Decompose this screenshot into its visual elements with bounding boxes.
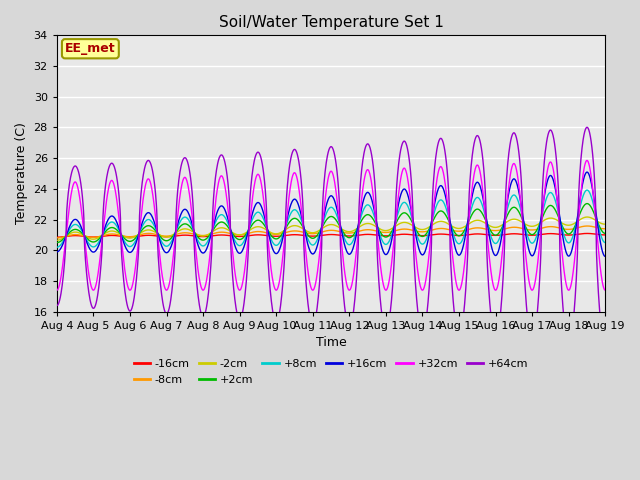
- -16cm: [416, 233, 424, 239]
- -8cm: [488, 228, 495, 233]
- -2cm: [536, 220, 544, 226]
- +2cm: [175, 225, 182, 231]
- +8cm: [53, 244, 61, 250]
- +8cm: [488, 236, 495, 241]
- Line: -2cm: -2cm: [57, 217, 605, 240]
- +32cm: [53, 288, 61, 293]
- +32cm: [162, 287, 170, 292]
- +2cm: [488, 229, 495, 235]
- +2cm: [416, 233, 424, 239]
- -8cm: [416, 229, 424, 235]
- -16cm: [236, 234, 244, 240]
- Title: Soil/Water Temperature Set 1: Soil/Water Temperature Set 1: [219, 15, 444, 30]
- +64cm: [175, 178, 182, 183]
- -16cm: [602, 232, 609, 238]
- +64cm: [416, 324, 424, 330]
- -2cm: [602, 221, 609, 227]
- +16cm: [162, 250, 170, 255]
- Text: EE_met: EE_met: [65, 42, 116, 55]
- Legend: -16cm, -8cm, -2cm, +2cm, +8cm, +16cm, +32cm, +64cm: -16cm, -8cm, -2cm, +2cm, +8cm, +16cm, +3…: [129, 355, 532, 389]
- +2cm: [53, 240, 61, 245]
- -8cm: [602, 226, 609, 232]
- +8cm: [236, 243, 244, 249]
- -16cm: [536, 232, 544, 238]
- Line: +32cm: +32cm: [57, 160, 605, 290]
- +32cm: [175, 202, 182, 208]
- Line: +64cm: +64cm: [57, 127, 605, 347]
- Line: +8cm: +8cm: [57, 190, 605, 247]
- -16cm: [175, 233, 182, 239]
- -16cm: [584, 230, 591, 236]
- +64cm: [583, 124, 591, 130]
- Line: +16cm: +16cm: [57, 172, 605, 256]
- +16cm: [602, 253, 609, 259]
- -16cm: [162, 234, 170, 240]
- -2cm: [236, 232, 244, 238]
- +8cm: [602, 240, 609, 245]
- +64cm: [236, 316, 244, 322]
- Line: -8cm: -8cm: [57, 226, 605, 238]
- +8cm: [583, 187, 591, 193]
- -2cm: [416, 227, 424, 232]
- Y-axis label: Temperature (C): Temperature (C): [15, 122, 28, 225]
- +8cm: [536, 220, 544, 226]
- -2cm: [175, 228, 182, 234]
- -2cm: [162, 234, 170, 240]
- -8cm: [236, 232, 244, 238]
- +32cm: [488, 274, 495, 279]
- Line: +2cm: +2cm: [57, 204, 605, 242]
- -8cm: [175, 231, 182, 237]
- +32cm: [536, 236, 544, 242]
- +2cm: [236, 237, 244, 242]
- +64cm: [536, 268, 544, 274]
- +2cm: [602, 230, 609, 236]
- +16cm: [236, 251, 244, 256]
- +8cm: [416, 240, 424, 245]
- +2cm: [536, 220, 544, 226]
- -8cm: [584, 223, 591, 229]
- +16cm: [536, 221, 544, 227]
- +64cm: [602, 344, 609, 350]
- +64cm: [162, 310, 170, 316]
- -2cm: [488, 224, 495, 229]
- +32cm: [416, 282, 424, 288]
- -16cm: [488, 232, 495, 238]
- +16cm: [583, 169, 591, 175]
- +16cm: [416, 249, 424, 255]
- -8cm: [53, 235, 61, 241]
- +64cm: [488, 320, 495, 325]
- -8cm: [162, 233, 170, 239]
- +8cm: [162, 243, 170, 249]
- +16cm: [53, 249, 61, 255]
- -8cm: [536, 226, 544, 231]
- +32cm: [602, 288, 609, 293]
- -16cm: [53, 234, 61, 240]
- +2cm: [162, 238, 170, 243]
- -2cm: [53, 238, 61, 243]
- +16cm: [488, 245, 495, 251]
- +8cm: [175, 222, 182, 228]
- +64cm: [53, 303, 61, 309]
- -2cm: [584, 214, 591, 220]
- +32cm: [583, 157, 591, 163]
- +2cm: [583, 201, 591, 206]
- +16cm: [175, 217, 182, 223]
- +32cm: [236, 287, 244, 293]
- Line: -16cm: -16cm: [57, 233, 605, 237]
- X-axis label: Time: Time: [316, 336, 346, 349]
